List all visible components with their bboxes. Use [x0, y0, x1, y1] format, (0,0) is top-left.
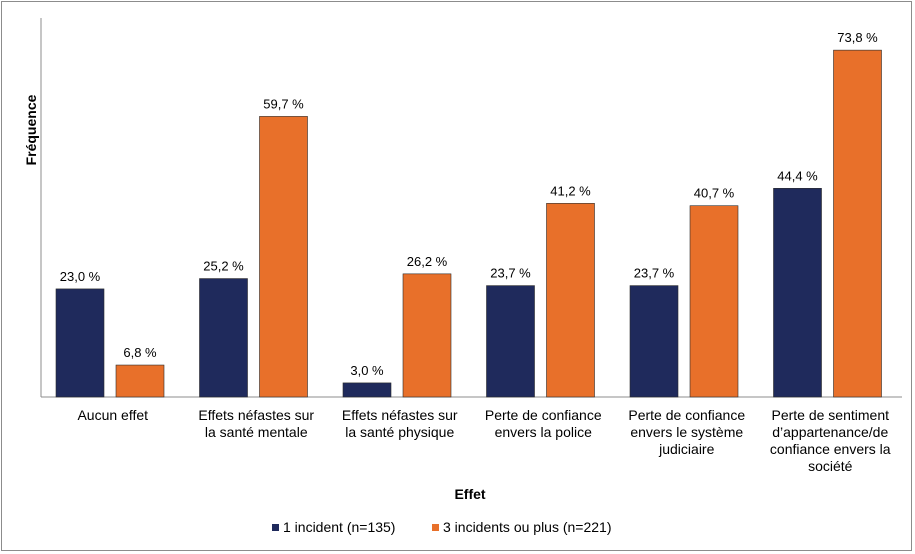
bar-series1-4: [486, 285, 535, 398]
category-label-3: Effets néfastes sur la santé physique: [342, 407, 458, 440]
bar-series2-3: [402, 273, 452, 398]
data-label-series1-1: 23,0 %: [60, 269, 101, 284]
data-label-series2-5: 40,7 %: [694, 186, 735, 201]
category-label-5: Perte de confiance envers le système judic…: [628, 407, 745, 457]
category-label-6: Perte de sentiment d’appartenance/de confi…: [770, 407, 891, 474]
category-label-2: Effets néfastes sur la santé mentale: [198, 407, 314, 440]
x-axis-title: Effet: [454, 486, 485, 502]
bar-series1-1: [55, 288, 105, 398]
legend-swatch-1: [272, 524, 279, 531]
bar-series2-1: [115, 364, 165, 398]
data-label-series2-3: 26,2 %: [407, 254, 448, 269]
bar-series2-5: [689, 205, 739, 398]
legend-label-1: 1 incident (n=135): [283, 519, 395, 535]
data-label-series2-2: 59,7 %: [263, 96, 304, 111]
legend-label-2: 3 incidents ou plus (n=221): [443, 519, 612, 535]
data-label-series1-2: 25,2 %: [203, 259, 244, 274]
data-label-series2-6: 73,8 %: [837, 30, 878, 45]
bar-series2-6: [833, 49, 882, 398]
bar-series1-5: [629, 285, 679, 398]
bar-series1-6: [773, 188, 822, 398]
data-label-series1-6: 44,4 %: [777, 168, 818, 183]
bar-series2-4: [546, 203, 595, 398]
legend-swatch-2: [432, 524, 439, 531]
bar-series2-2: [259, 116, 308, 398]
category-label-4: Perte de confiance envers la police: [485, 407, 602, 440]
y-axis-title: Fréquence: [23, 94, 39, 165]
bar-series1-2: [199, 278, 248, 398]
data-label-series2-1: 6,8 %: [123, 345, 157, 360]
data-label-series1-4: 23,7 %: [490, 266, 531, 281]
bar-series1-3: [342, 382, 392, 398]
data-label-series1-3: 3,0 %: [350, 363, 384, 378]
category-label-1: Aucun effet: [77, 407, 148, 423]
data-label-series2-4: 41,2 %: [550, 183, 591, 198]
data-label-series1-5: 23,7 %: [634, 266, 675, 281]
